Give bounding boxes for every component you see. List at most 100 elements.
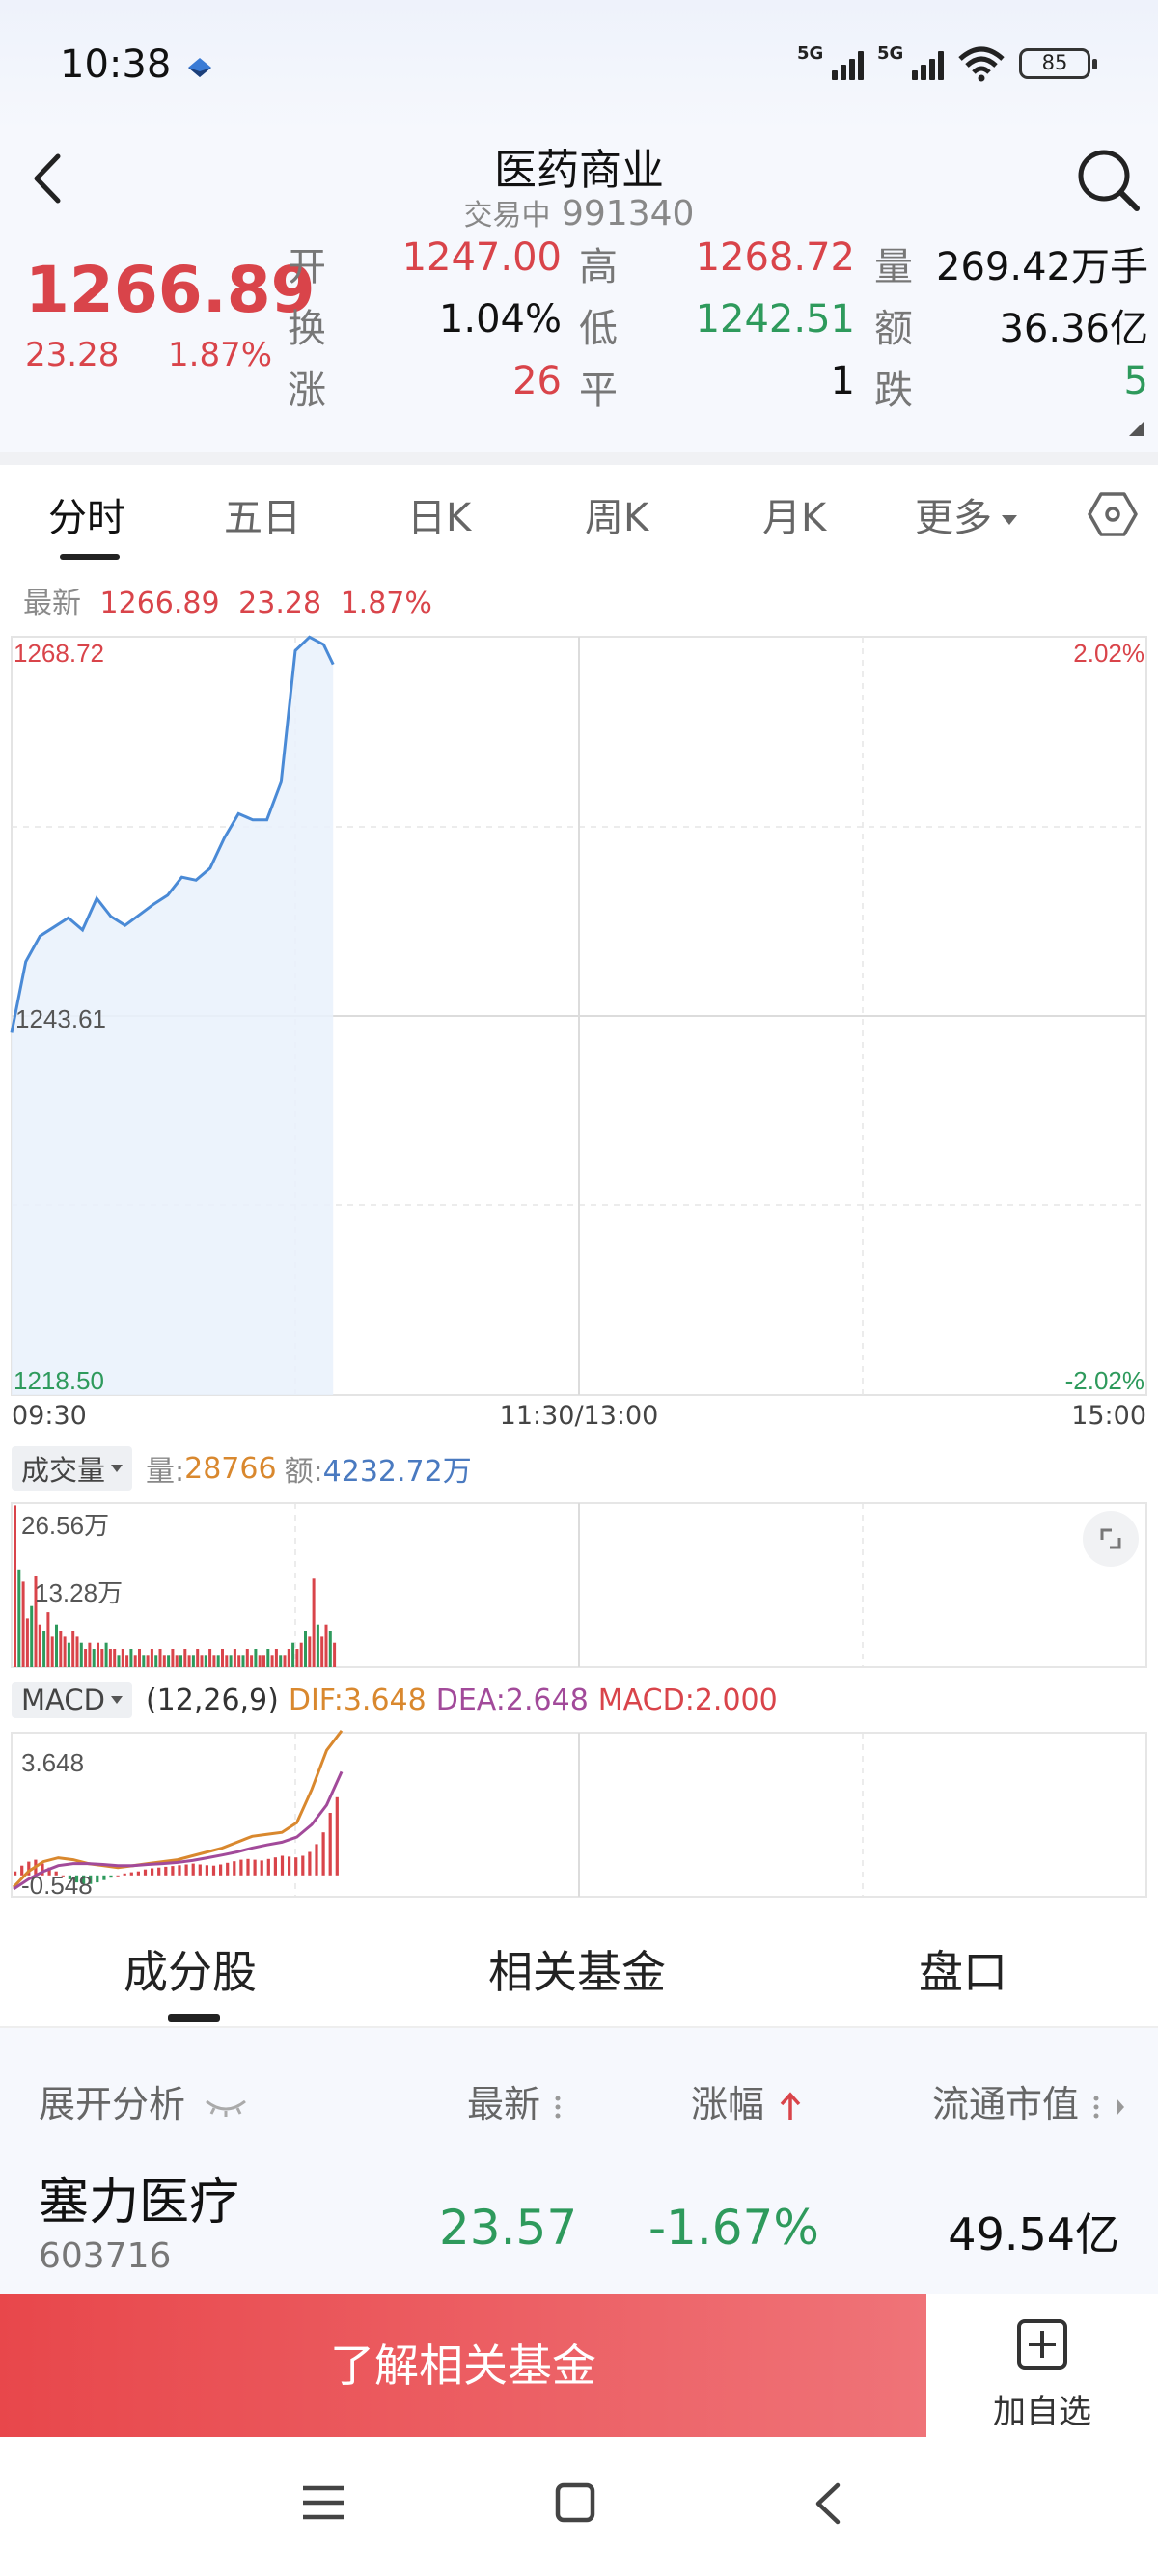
macd-histogram-bar <box>96 1875 99 1883</box>
column-change-label: 涨幅 <box>691 2083 765 2125</box>
tab-daily-k[interactable]: 日K <box>407 496 472 540</box>
macd-histogram-bar <box>74 1875 79 1883</box>
volume-bar <box>21 1581 25 1667</box>
macd-histogram-bar <box>288 1856 291 1876</box>
stock-name[interactable]: 塞力医疗 <box>39 2174 240 2232</box>
high-value: 1268.72 <box>695 235 855 280</box>
tab-intraday[interactable]: 分时 <box>48 496 125 540</box>
y-tick-base: 1243.61 <box>15 1004 106 1033</box>
amount-label: 额 <box>874 307 913 351</box>
eye-closed-icon <box>206 2099 247 2117</box>
volume-bar <box>92 1649 96 1667</box>
price-area-fill <box>12 637 334 1395</box>
volume-indicator-select[interactable]: 成交量 <box>12 1446 133 1491</box>
tab-monthly-k[interactable]: 月K <box>762 496 827 540</box>
volume-bar <box>295 1649 299 1667</box>
volume-bar <box>171 1649 175 1667</box>
volume-bar <box>38 1624 41 1667</box>
more-vertical-icon <box>1093 2096 1099 2118</box>
settings-hexagon-icon[interactable] <box>1087 488 1139 540</box>
volume-bar <box>34 1576 38 1667</box>
fullscreen-icon[interactable] <box>1083 1511 1139 1567</box>
column-latest[interactable]: 最新 <box>467 2074 564 2127</box>
expand-analysis-toggle[interactable]: 展开分析 <box>39 2074 249 2127</box>
macd-header: MACD (12,26,9) DIF: 3.648 DEA: 2.648 MAC… <box>12 1679 778 1721</box>
current-price: 1266.89 <box>25 253 316 327</box>
volume-bar <box>221 1649 224 1667</box>
expand-stats-icon[interactable] <box>1129 421 1144 436</box>
volume-bar <box>162 1655 166 1667</box>
tab-five-day[interactable]: 五日 <box>224 496 301 540</box>
page-subtitle: 交易中 991340 <box>0 191 1158 233</box>
volume-bar <box>333 1642 337 1667</box>
signal-icon: 5G <box>797 43 864 80</box>
macd-histogram-bar <box>191 1863 195 1876</box>
price-change-pct: 1.87% <box>168 336 273 374</box>
volume-bar <box>42 1631 46 1667</box>
search-icon[interactable] <box>1071 143 1144 216</box>
x-tick-open: 09:30 <box>12 1401 87 1431</box>
tab-constituents[interactable]: 成分股 <box>124 1946 257 1998</box>
more-vertical-icon <box>555 2096 561 2118</box>
macd-histogram-bar <box>102 1875 106 1880</box>
back-arrow-icon[interactable] <box>17 135 85 222</box>
column-float-cap[interactable]: 流通市值 <box>932 2074 1127 2127</box>
volume-bar <box>75 1636 79 1667</box>
y-tick-high: 1268.72 <box>14 639 104 668</box>
tab-related-funds[interactable]: 相关基金 <box>488 1946 666 1998</box>
volume-bar <box>108 1649 112 1667</box>
price-change: 23.28 <box>25 336 120 374</box>
macd-histogram-bar <box>54 1871 58 1876</box>
add-watchlist-button[interactable]: 加自选 <box>926 2294 1158 2437</box>
macd-histogram-bar <box>328 1813 332 1876</box>
status-time: 10:38 <box>60 42 172 87</box>
macd-histogram-bar <box>123 1873 126 1876</box>
amount-value: 36.36亿 <box>999 307 1148 351</box>
volume-bar <box>113 1649 117 1667</box>
nav-back-icon[interactable] <box>811 2481 843 2526</box>
macd-histogram-bar <box>315 1844 318 1876</box>
macd-histogram-bar <box>335 1796 339 1876</box>
macd-params: (12,26,9) <box>145 1683 279 1717</box>
signal-icon: 5G <box>877 43 944 80</box>
tab-more[interactable]: 更多 <box>915 486 1017 542</box>
volume-bar <box>179 1655 182 1667</box>
chevron-down-icon <box>1002 515 1017 525</box>
volume-bar <box>59 1631 63 1667</box>
column-change[interactable]: 涨幅 <box>691 2074 805 2127</box>
intraday-chart[interactable]: 1268.72 1243.61 1218.50 2.02% -2.02% <box>0 632 1158 1404</box>
related-funds-button[interactable]: 了解相关基金 <box>0 2294 926 2437</box>
volume-bar <box>316 1624 319 1667</box>
volume-bar <box>133 1655 137 1667</box>
dif-value: 3.648 <box>343 1683 427 1717</box>
index-code: 991340 <box>562 194 695 233</box>
macd-indicator-select[interactable]: MACD <box>12 1682 132 1718</box>
volume-bar <box>63 1636 67 1667</box>
x-tick-close: 15:00 <box>1071 1401 1146 1431</box>
column-latest-label: 最新 <box>467 2083 541 2125</box>
latest-price: 1266.89 <box>99 587 220 620</box>
macd-histogram-bar <box>68 1875 71 1879</box>
high-label: 高 <box>579 245 618 289</box>
macd-histogram-bar <box>143 1869 148 1876</box>
macd-histogram-bar <box>164 1866 168 1876</box>
macd-histogram-bar <box>20 1865 24 1876</box>
menu-icon[interactable] <box>301 2483 345 2522</box>
volume-bar <box>304 1631 307 1667</box>
x-tick-mid: 11:30/13:00 <box>499 1401 659 1431</box>
decliners-value: 5 <box>1123 359 1148 403</box>
pct-tick-low: -2.02% <box>1065 1366 1144 1395</box>
volume-bar <box>25 1618 29 1667</box>
section-divider <box>0 452 1158 465</box>
tab-order-book[interactable]: 盘口 <box>919 1946 1007 1998</box>
macd-tick-max: 3.648 <box>21 1748 84 1777</box>
chart-tabs: 分时 五日 日K 周K 月K 更多 <box>0 465 1158 562</box>
macd-label: MACD: <box>597 1683 695 1717</box>
home-icon[interactable] <box>554 2481 596 2524</box>
volume-bar <box>187 1655 191 1667</box>
volume-bar <box>262 1655 265 1667</box>
volume-bar <box>208 1649 212 1667</box>
tab-weekly-k[interactable]: 周K <box>585 496 649 540</box>
latest-change: 23.28 <box>238 587 322 620</box>
macd-histogram-bar <box>178 1865 181 1876</box>
